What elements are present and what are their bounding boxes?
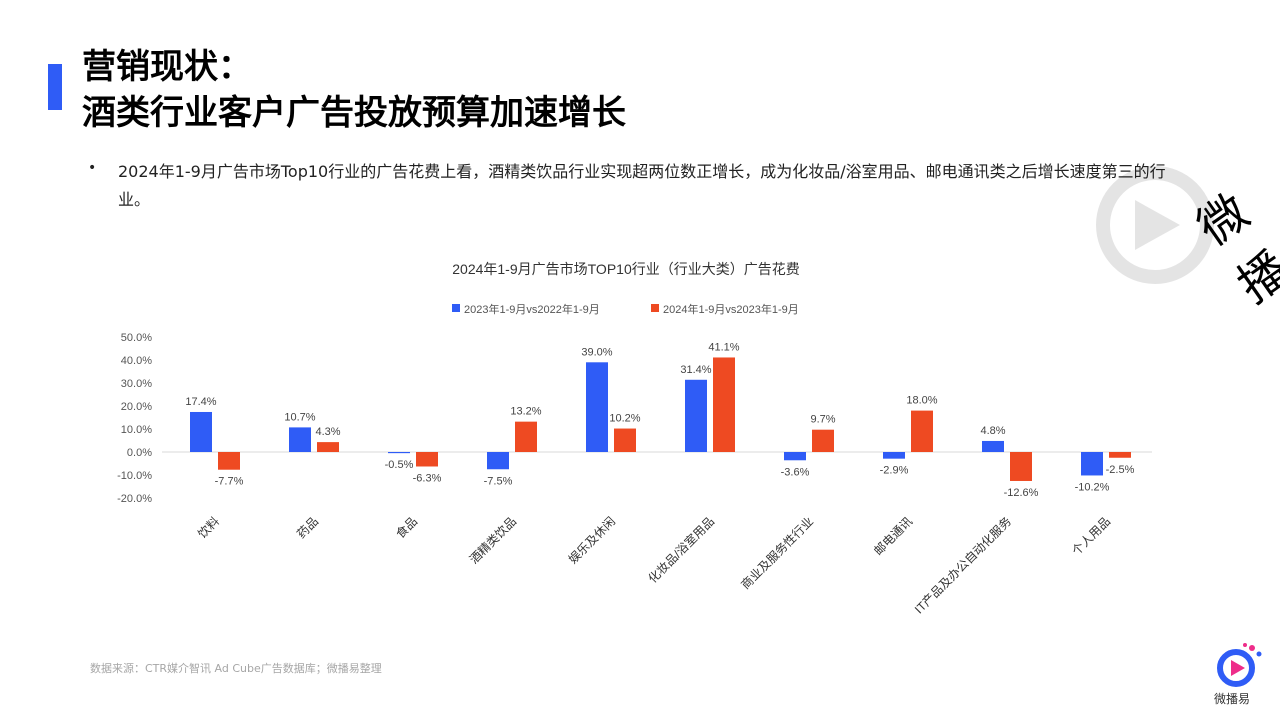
data-label-s2-5: 10.2% — [609, 413, 640, 425]
x-category-label-1: 饮料 — [195, 514, 222, 541]
data-label-s1-7: -3.6% — [781, 466, 810, 478]
y-tick-label: 40.0% — [121, 355, 152, 367]
bar-s2-2 — [317, 442, 339, 452]
data-label-s1-5: 39.0% — [581, 346, 612, 358]
y-tick-label: 20.0% — [121, 401, 152, 413]
data-label-s2-3: -6.3% — [413, 472, 442, 484]
bar-s2-6 — [713, 357, 735, 452]
bar-s2-1 — [218, 452, 240, 470]
y-tick-label: -20.0% — [117, 493, 152, 505]
data-label-s1-10: -10.2% — [1075, 481, 1110, 493]
title-line-1: 营销现状： — [82, 47, 252, 87]
legend-swatch-2 — [651, 304, 659, 312]
bar-s1-4 — [487, 452, 509, 470]
bar-s1-2 — [289, 427, 311, 452]
bar-s2-5 — [614, 428, 636, 452]
y-tick-label: 10.0% — [121, 424, 152, 436]
data-label-s2-8: 18.0% — [906, 395, 937, 407]
data-label-s2-2: 4.3% — [315, 426, 340, 438]
bar-s2-7 — [812, 429, 834, 452]
chart-title: 2024年1-9月广告市场TOP10行业（行业大类）广告花费 — [452, 261, 799, 277]
x-category-label-6: 化妆品/浴室用品 — [645, 514, 717, 586]
data-label-s1-6: 31.4% — [680, 364, 711, 376]
data-label-s1-9: 4.8% — [980, 425, 1005, 437]
bar-s2-9 — [1010, 452, 1032, 481]
data-label-s2-4: 13.2% — [510, 406, 541, 418]
bar-s2-4 — [515, 421, 537, 452]
data-label-s1-3: -0.5% — [385, 459, 414, 471]
bar-s2-10 — [1109, 452, 1131, 458]
data-label-s1-2: 10.7% — [284, 411, 315, 423]
watermark-logo-icon — [1096, 166, 1214, 284]
bar-s1-9 — [982, 440, 1004, 452]
legend-label-1: 2023年1-9月vs2022年1-9月 — [464, 302, 600, 316]
bar-s1-3 — [388, 452, 410, 454]
bar-s1-7 — [784, 452, 806, 461]
brand-logo-icon — [1217, 643, 1262, 687]
x-category-label-10: 个人用品 — [1069, 514, 1113, 558]
data-label-s2-6: 41.1% — [708, 341, 739, 353]
x-category-label-9: IT产品及办公自动化服务 — [911, 514, 1014, 617]
page-title: 营销现状： 酒类行业客户广告投放预算加速增长 — [82, 44, 626, 136]
title-line-2: 酒类行业客户广告投放预算加速增长 — [82, 93, 626, 133]
legend-label-2: 2024年1-9月vs2023年1-9月 — [663, 302, 799, 316]
data-source-note: 数据来源：CTR媒介智讯 Ad Cube广告数据库；微播易整理 — [90, 662, 382, 675]
x-category-label-2: 药品 — [294, 514, 321, 541]
bullet-text: 2024年1-9月广告市场Top10行业的广告花费上看，酒精类饮品行业实现超两位… — [118, 162, 1166, 209]
y-tick-label: 50.0% — [121, 332, 152, 344]
title-accent-bar — [48, 64, 62, 110]
y-tick-label: -10.0% — [117, 470, 152, 482]
bar-s1-6 — [685, 379, 707, 452]
bar-s2-3 — [416, 452, 438, 467]
data-label-s1-4: -7.5% — [484, 475, 513, 487]
bar-s2-8 — [911, 410, 933, 452]
bar-s1-10 — [1081, 452, 1103, 476]
x-category-label-4: 酒精类饮品 — [467, 514, 519, 566]
x-category-label-3: 食品 — [393, 514, 421, 542]
data-label-s2-9: -12.6% — [1004, 487, 1039, 499]
data-label-s1-8: -2.9% — [880, 465, 909, 477]
legend-swatch-1 — [452, 304, 460, 312]
bullet-marker: • — [88, 160, 97, 176]
data-label-s2-10: -2.5% — [1106, 464, 1135, 476]
data-label-s2-7: 9.7% — [810, 414, 835, 426]
x-category-label-5: 娱乐及休闲 — [566, 514, 618, 566]
bar-s1-1 — [190, 411, 212, 452]
x-category-label-8: 邮电通讯 — [871, 514, 915, 558]
data-label-s2-1: -7.7% — [215, 476, 244, 488]
y-tick-label: 30.0% — [121, 378, 152, 390]
bar-s1-5 — [586, 362, 608, 452]
data-label-s1-1: 17.4% — [185, 396, 216, 408]
y-tick-label: 0.0% — [127, 447, 152, 459]
brand-logo-text: 微播易 — [1214, 692, 1251, 706]
bar-s1-8 — [883, 452, 905, 459]
x-category-label-7: 商业及服务性行业 — [738, 514, 816, 592]
